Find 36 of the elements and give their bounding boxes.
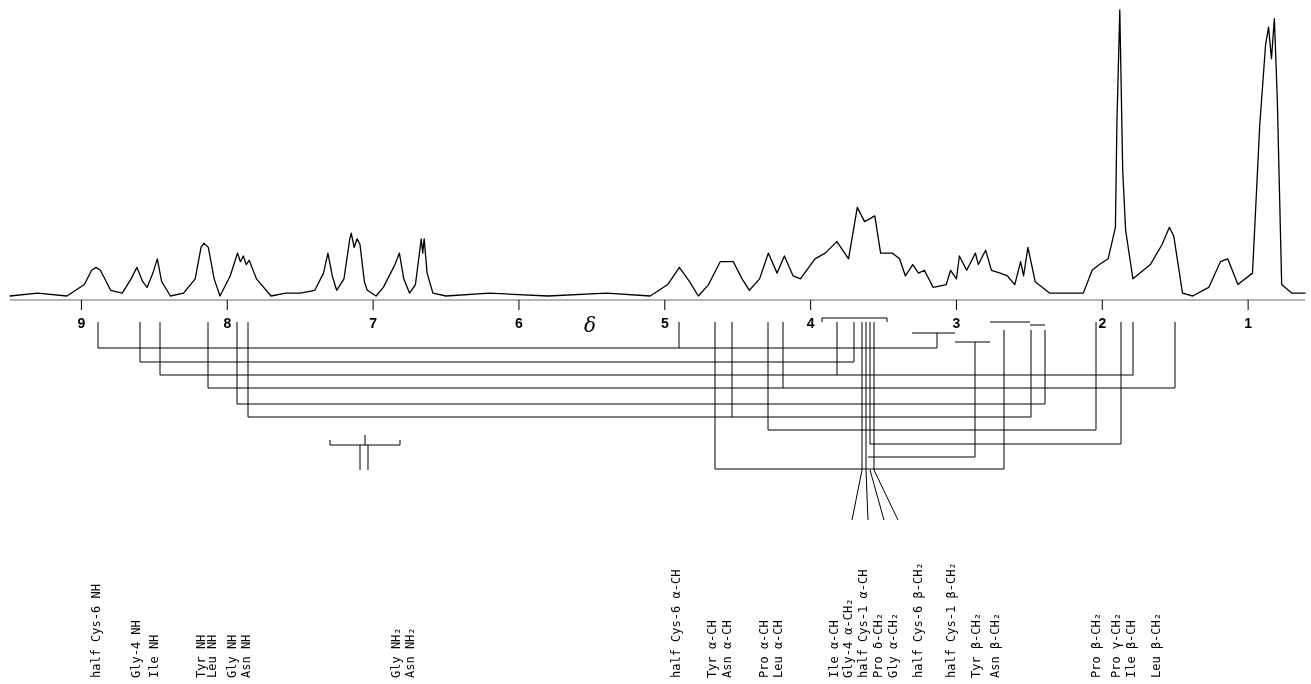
text: Tyr NH: [194, 634, 208, 678]
x-tick-label: 8: [223, 315, 232, 331]
text: Ile α-CH: [827, 620, 841, 678]
text: Ile NH: [147, 634, 161, 678]
x-tick-label: 4: [806, 315, 815, 331]
text: Pro γ-CH₂: [1109, 612, 1123, 678]
text: Pro δ-CH₂: [871, 612, 885, 678]
x-tick-label: 6: [515, 315, 524, 331]
text: Gly-4 α-CH₂: [841, 598, 855, 678]
text: half Cys-6 β-CH₂: [911, 562, 925, 678]
text: Asn α-CH: [720, 620, 734, 678]
text: half Cys-1 β-CH₂: [944, 562, 958, 678]
text: Leu α-CH: [771, 620, 785, 678]
x-tick-label: 5: [660, 315, 669, 331]
text: half Cys-6 α-CH: [669, 569, 683, 678]
text: Gly NH₂: [389, 627, 403, 678]
text: Tyr α-CH: [705, 620, 719, 678]
text: half Cys-6 NH: [89, 584, 103, 678]
text: Ile β-CH: [1124, 620, 1138, 678]
text: Leu β-CH₂: [1149, 612, 1163, 678]
text: Tyr β-CH₂: [969, 612, 983, 678]
text: Pro β-CH₂: [1089, 612, 1103, 678]
x-tick-label: 1: [1244, 315, 1253, 331]
text: Asn NH: [239, 634, 253, 678]
text: Asn β-CH₂: [988, 612, 1002, 678]
text: Gly-4 NH: [129, 620, 143, 678]
text: Pro α-CH: [757, 620, 771, 678]
x-tick-label: 9: [77, 315, 86, 331]
text: half Cys-1 α-CH: [856, 569, 870, 678]
x-tick-label: 3: [952, 315, 961, 331]
x-axis-title: δ: [583, 313, 597, 337]
text: Gly α-CH₂: [886, 612, 900, 678]
x-tick-label: 2: [1098, 315, 1107, 331]
x-tick-label: 7: [369, 315, 378, 331]
text: Asn NH₂: [403, 627, 417, 678]
text: Gly NH: [225, 634, 239, 678]
